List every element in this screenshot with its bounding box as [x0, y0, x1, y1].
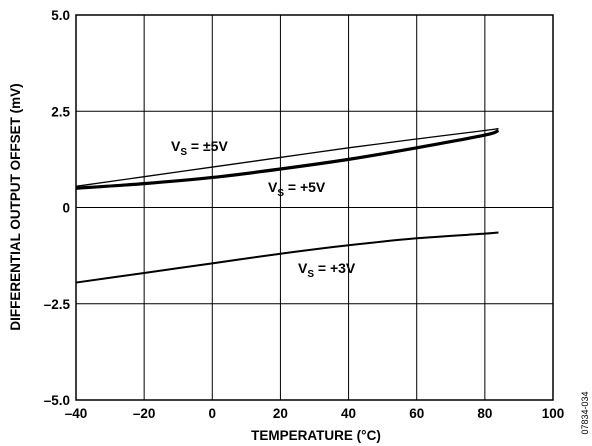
x-tick-label: 80	[477, 406, 492, 421]
series-label-vs-pm5v: VS = ±5V	[171, 138, 228, 158]
x-tick-labels: –40 –20 0 20 40 60 80 100	[65, 406, 565, 421]
figure-watermark: 07834-034	[580, 391, 590, 434]
y-tick-labels: –5.0 –2.5 0 2.5 5.0	[44, 8, 71, 408]
x-tick-label: 40	[341, 406, 356, 421]
y-axis-label: DIFFERENTIAL OUTPUT OFFSET (mV)	[8, 83, 23, 330]
y-tick-label: –5.0	[44, 393, 70, 408]
series-line-vs-p3v	[75, 231, 499, 284]
grid	[75, 14, 554, 401]
series-line-vs-pm5v	[75, 127, 499, 187]
series-label-vs-p3v: VS = +3V	[298, 260, 356, 280]
x-tick-label: –20	[133, 406, 156, 421]
series-lines	[75, 127, 500, 284]
plot-frame	[75, 14, 554, 401]
x-tick-label: –40	[65, 406, 88, 421]
x-tick-label: 100	[542, 406, 565, 421]
y-tick-label: 2.5	[51, 104, 70, 119]
series-line-vs-p5v	[75, 128, 500, 190]
x-tick-label: 20	[273, 406, 288, 421]
x-tick-label: 60	[409, 406, 424, 421]
y-tick-label: 5.0	[51, 8, 70, 23]
x-axis-label: TEMPERATURE (°C)	[251, 428, 381, 443]
y-tick-label: –2.5	[44, 297, 71, 312]
y-tick-label: 0	[62, 201, 70, 216]
x-tick-label: 0	[209, 406, 217, 421]
series-label-vs-p5v: VS = +5V	[268, 179, 326, 199]
